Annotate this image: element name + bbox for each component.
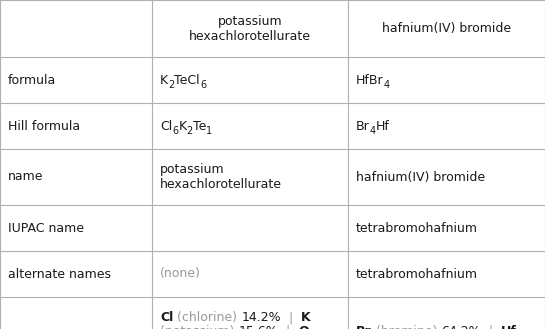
Text: 15.6%: 15.6% (238, 325, 278, 329)
Text: Cl: Cl (160, 311, 173, 324)
Text: HfBr: HfBr (356, 73, 384, 87)
Text: name: name (8, 170, 44, 184)
Text: |: | (278, 325, 298, 329)
Text: formula: formula (8, 73, 56, 87)
Text: Hf: Hf (501, 325, 517, 329)
Text: 64.2%: 64.2% (441, 325, 481, 329)
Text: 1: 1 (206, 126, 212, 136)
Text: 14.2%: 14.2% (241, 311, 281, 324)
Text: TeCl: TeCl (174, 73, 200, 87)
Text: 6: 6 (200, 80, 206, 90)
Text: IUPAC name: IUPAC name (8, 221, 84, 235)
Text: Cl: Cl (160, 119, 172, 133)
Text: K: K (178, 119, 186, 133)
Text: (potassium): (potassium) (160, 325, 238, 329)
Text: (none): (none) (160, 267, 201, 281)
Text: 2: 2 (186, 126, 193, 136)
Text: |: | (281, 311, 301, 324)
Text: Br: Br (356, 119, 370, 133)
Text: tetrabromohafnium: tetrabromohafnium (356, 267, 478, 281)
Text: alternate names: alternate names (8, 267, 111, 281)
Text: (chlorine): (chlorine) (173, 311, 241, 324)
Text: potassium
hexachlorotellurate: potassium hexachlorotellurate (160, 163, 282, 191)
Text: 6: 6 (172, 126, 178, 136)
Text: K: K (160, 73, 168, 87)
Text: Br: Br (356, 325, 372, 329)
Text: O: O (298, 325, 309, 329)
Text: |: | (481, 325, 501, 329)
Text: (bromine): (bromine) (372, 325, 441, 329)
Text: Te: Te (193, 119, 206, 133)
Text: hafnium(IV) bromide: hafnium(IV) bromide (382, 22, 511, 35)
Text: 4: 4 (370, 126, 376, 136)
Text: potassium
hexachlorotellurate: potassium hexachlorotellurate (189, 14, 311, 42)
Text: 2: 2 (168, 80, 174, 90)
Text: Hf: Hf (376, 119, 390, 133)
Text: Hill formula: Hill formula (8, 119, 80, 133)
Text: hafnium(IV) bromide: hafnium(IV) bromide (356, 170, 485, 184)
Text: K: K (301, 311, 311, 324)
Text: tetrabromohafnium: tetrabromohafnium (356, 221, 478, 235)
Text: 4: 4 (384, 80, 390, 90)
